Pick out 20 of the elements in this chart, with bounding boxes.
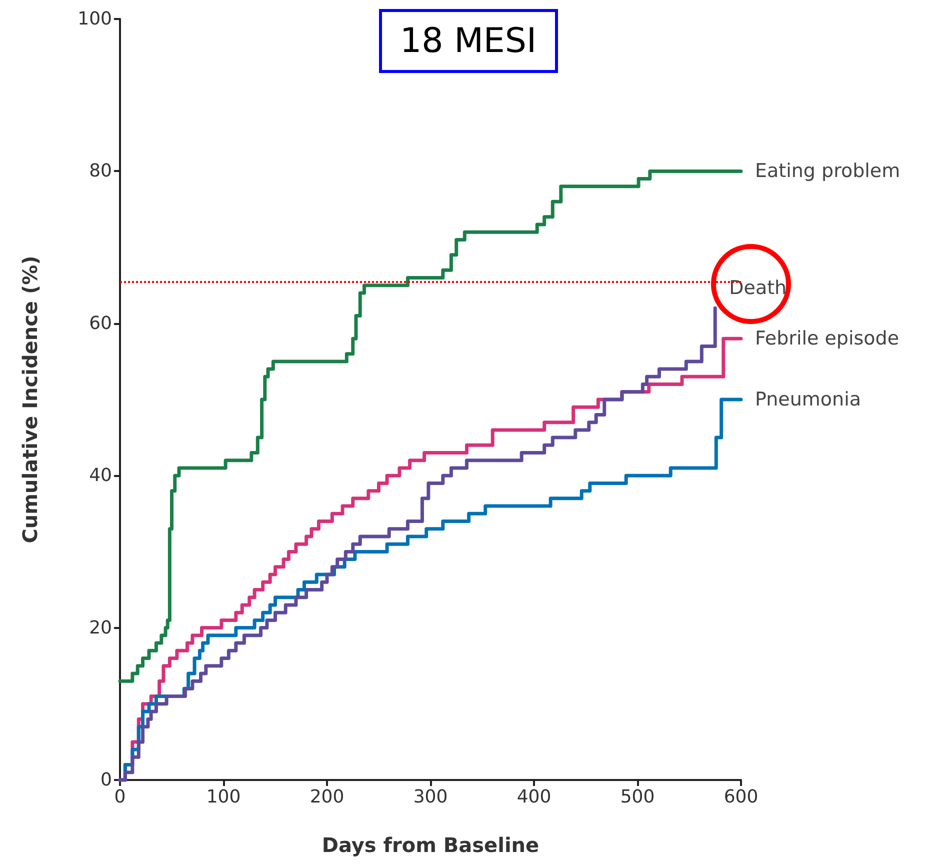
x-tick-label: 100 [206,786,241,808]
x-tick-label: 600 [724,786,758,808]
x-tick-label: 400 [516,786,552,808]
series-label: Febrile episode [755,328,900,350]
y-tick-label: 80 [89,160,112,182]
y-tick-label: 40 [89,465,112,486]
x-tick-label: 500 [620,786,655,808]
y-tick-label: 20 [89,617,112,638]
x-tick-label: 200 [310,786,344,808]
series-label: Eating problem [755,160,900,182]
y-tick-label: 100 [78,8,112,30]
series-label: Death [729,277,787,300]
y-axis-title: Cumulative Incidence (%) [18,256,42,544]
series-label: Pneumonia [755,388,861,410]
x-tick-label: 0 [114,786,126,808]
y-tick-label: 60 [89,312,112,334]
chart-title: 18 MESI [400,21,536,61]
y-tick-label: 0 [100,770,112,790]
x-tick-label: 300 [413,786,448,808]
x-axis-title: Days from Baseline [322,833,540,857]
